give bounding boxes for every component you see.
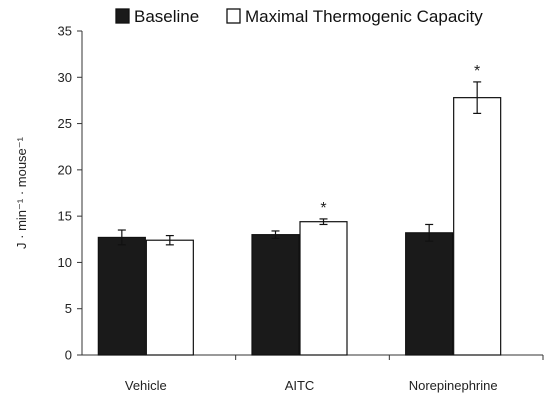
y-tick-label: 5	[65, 301, 72, 316]
y-tick-label: 10	[58, 255, 72, 270]
bar	[251, 234, 300, 356]
y-tick-label: 35	[58, 24, 72, 39]
y-tick-label: 20	[58, 162, 72, 177]
legend-label: Maximal Thermogenic Capacity	[245, 7, 483, 26]
bar	[299, 221, 348, 356]
x-tick-label: AITC	[285, 378, 315, 393]
legend-label: Baseline	[134, 7, 199, 26]
legend: Baseline Maximal Thermogenic Capacity	[115, 7, 483, 26]
x-tick-label: Norepinephrine	[409, 378, 498, 393]
bar	[405, 232, 454, 356]
bar	[97, 236, 146, 356]
y-axis-label: J · min⁻¹ · mouse⁻¹	[14, 136, 29, 249]
bars: **	[97, 63, 502, 356]
y-tick-label: 25	[58, 116, 72, 131]
significance-marker: *	[320, 200, 326, 217]
bar	[453, 97, 502, 356]
axes: 0 5 10 15 20 25 30 35 Vehicle AITC Norepinephrine	[58, 24, 544, 393]
y-tick-label: 15	[58, 209, 72, 224]
legend-swatch	[226, 8, 241, 24]
x-tick-label: Vehicle	[125, 378, 167, 393]
y-tick-label: 30	[58, 70, 72, 85]
legend-swatch	[115, 8, 130, 24]
significance-marker: *	[474, 63, 480, 80]
bar	[145, 239, 194, 356]
y-tick-label: 0	[65, 348, 72, 363]
